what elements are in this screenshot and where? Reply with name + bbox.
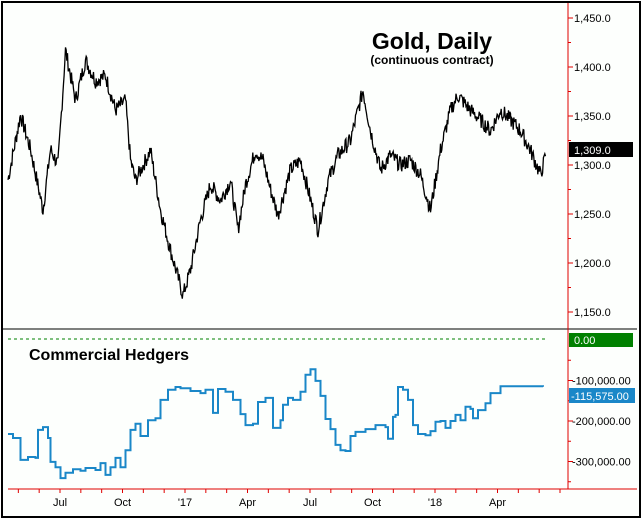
gold-price-line	[7, 47, 547, 299]
hedgers-last-value: -115,575.00	[571, 391, 629, 403]
x-tick-label: Jul	[303, 497, 317, 509]
x-tick-label: Apr	[489, 497, 506, 509]
gold-y-tick-label: 1,250.0	[574, 209, 611, 221]
x-tick-label: Jul	[53, 497, 67, 509]
x-tick-label: '18	[428, 497, 442, 509]
chart-title: Gold, Daily	[372, 28, 492, 54]
hedgers-y-tick-label: -300,000.00	[572, 457, 631, 469]
hedgers-last-value-box	[569, 388, 635, 403]
x-tick-label: '17	[178, 497, 192, 509]
gold-y-tick-label: 1,400.0	[574, 62, 611, 74]
gold-y-tick-label: 1,450.0	[574, 13, 611, 25]
x-tick-label: Oct	[364, 497, 381, 509]
zero-value: 0.00	[574, 335, 595, 347]
chart-subtitle: (continuous contract)	[370, 53, 493, 67]
gold-last-value: 1,309.0	[574, 145, 611, 157]
zero-value-box	[569, 333, 633, 347]
gold-y-tick-label: 1,350.0	[574, 111, 611, 123]
gold-last-value-box	[569, 142, 633, 157]
hedgers-title: Commercial Hedgers	[29, 347, 189, 364]
gold-y-tick-label: 1,150.0	[574, 307, 611, 319]
gold-y-tick-label: 1,300.0	[574, 160, 611, 172]
x-tick-label: Apr	[239, 497, 256, 509]
hedgers-line	[8, 368, 544, 480]
x-tick-label: Oct	[114, 497, 131, 509]
gold-y-tick-label: 1,200.0	[574, 258, 611, 270]
hedgers-y-tick-label: -200,000.00	[572, 416, 631, 428]
hedgers-y-tick-label: -100,000.00	[572, 376, 631, 388]
